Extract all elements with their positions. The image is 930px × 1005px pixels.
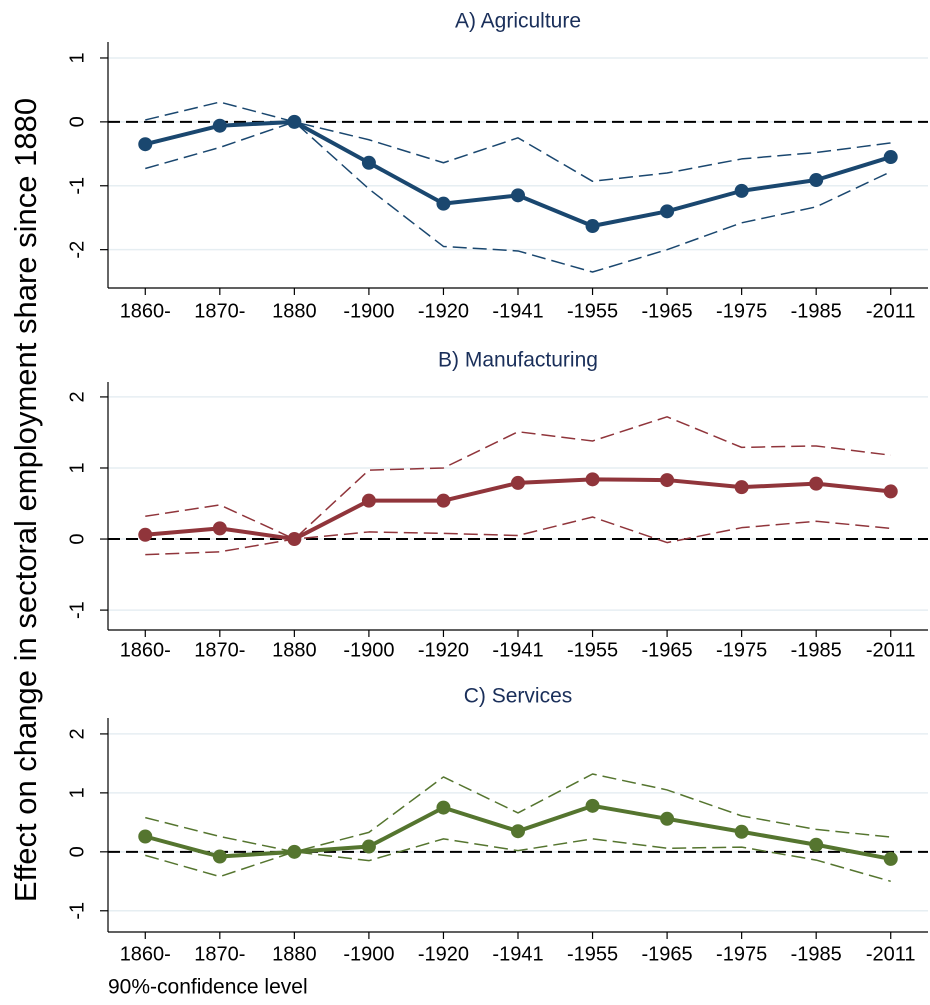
x-tick-label: 1860-: [120, 943, 171, 965]
x-tick-label: -1900: [343, 300, 394, 322]
y-tick-label: 0: [66, 116, 88, 127]
estimate-marker: [212, 849, 227, 864]
x-tick-label: -1955: [567, 943, 618, 965]
x-tick-label: 1860-: [120, 639, 171, 661]
x-tick-label: -1985: [791, 943, 842, 965]
panel-title: B) Manufacturing: [438, 349, 598, 372]
note: 90%-confidence level: [108, 976, 308, 999]
y-tick-label: 0: [66, 533, 88, 544]
estimate-marker: [734, 824, 749, 839]
estimate-marker: [660, 811, 675, 826]
estimate-marker: [809, 173, 824, 188]
confidence-band-line: [145, 838, 891, 883]
y-tick-label: 2: [66, 728, 88, 739]
estimate-marker: [436, 196, 451, 211]
x-tick-label: -1985: [791, 639, 842, 661]
x-tick-label: -1975: [716, 639, 767, 661]
confidence-band-line: [145, 121, 892, 273]
y-tick-label: -2: [66, 241, 88, 259]
y-tick-label: 2: [66, 391, 88, 402]
x-tick-label: -1900: [343, 943, 394, 965]
estimate-marker: [361, 493, 376, 508]
estimate-marker: [287, 844, 302, 859]
estimate-marker: [138, 829, 153, 844]
confidence-band-line: [145, 516, 891, 556]
estimate-marker: [287, 114, 302, 129]
estimate-marker: [361, 839, 376, 854]
confidence-band-line: [145, 773, 891, 853]
y-axis-label: Effect on change in sectoral employment …: [8, 98, 43, 902]
x-tick-label: 1870-: [194, 943, 245, 965]
confidence-band-line: [145, 416, 891, 540]
estimate-marker: [734, 183, 749, 198]
estimate-marker: [883, 484, 898, 499]
x-tick-label: -1965: [642, 943, 693, 965]
x-tick-label: -2011: [866, 943, 916, 965]
estimate-marker: [511, 188, 525, 203]
y-tick-label: 0: [66, 846, 88, 857]
x-tick-label: -1965: [642, 639, 693, 661]
x-tick-label: -1955: [567, 639, 618, 661]
x-tick-label: -1920: [418, 639, 469, 661]
estimate-marker: [287, 532, 302, 547]
estimate-marker: [361, 155, 376, 170]
estimate-marker: [883, 851, 898, 866]
estimate-marker: [212, 118, 227, 133]
x-tick-label: -1975: [716, 300, 767, 322]
estimate-marker: [660, 473, 675, 488]
x-tick-label: -2011: [866, 639, 916, 661]
y-tick-label: -1: [66, 177, 88, 195]
estimate-marker: [734, 480, 749, 495]
x-tick-label: 1880: [272, 639, 317, 661]
x-tick-label: 1870-: [194, 639, 245, 661]
estimate-marker: [809, 476, 824, 491]
estimate-marker: [585, 472, 600, 487]
y-tick-label: 1: [66, 462, 88, 473]
y-tick-label: 1: [66, 787, 88, 798]
x-tick-label: 1880: [272, 300, 317, 322]
estimate-marker: [511, 824, 525, 839]
x-tick-label: -1975: [716, 943, 767, 965]
x-tick-label: -1965: [642, 300, 693, 322]
estimate-marker: [138, 527, 153, 542]
estimate-marker: [212, 521, 227, 536]
x-tick-label: 1870-: [194, 300, 245, 322]
x-tick-label: -1941: [492, 300, 543, 322]
y-tick-label: -1: [66, 902, 88, 920]
estimate-marker: [809, 837, 824, 852]
estimate-marker: [660, 204, 675, 219]
estimate-marker: [436, 493, 451, 508]
panel-title: A) Agriculture: [455, 10, 581, 33]
estimate-marker: [511, 475, 525, 490]
y-tick-label: 1: [66, 52, 88, 63]
x-tick-label: 1880: [272, 943, 317, 965]
x-tick-label: -1941: [492, 943, 543, 965]
x-tick-label: -1900: [343, 639, 394, 661]
x-tick-label: -1920: [418, 943, 469, 965]
y-tick-label: -1: [66, 601, 88, 619]
confidence-band-line: [145, 101, 891, 183]
estimate-marker: [585, 219, 600, 234]
estimate-marker: [436, 800, 451, 815]
x-tick-label: -1955: [567, 300, 618, 322]
estimate-marker: [883, 150, 898, 165]
x-tick-label: -1941: [492, 639, 543, 661]
x-tick-label: -1920: [418, 300, 469, 322]
x-tick-label: -1985: [791, 300, 842, 322]
panel-title: C) Services: [464, 685, 573, 708]
estimate-marker: [138, 137, 153, 152]
x-tick-label: 1860-: [120, 300, 171, 322]
x-tick-label: -2011: [866, 300, 916, 322]
estimate-marker: [585, 798, 600, 813]
